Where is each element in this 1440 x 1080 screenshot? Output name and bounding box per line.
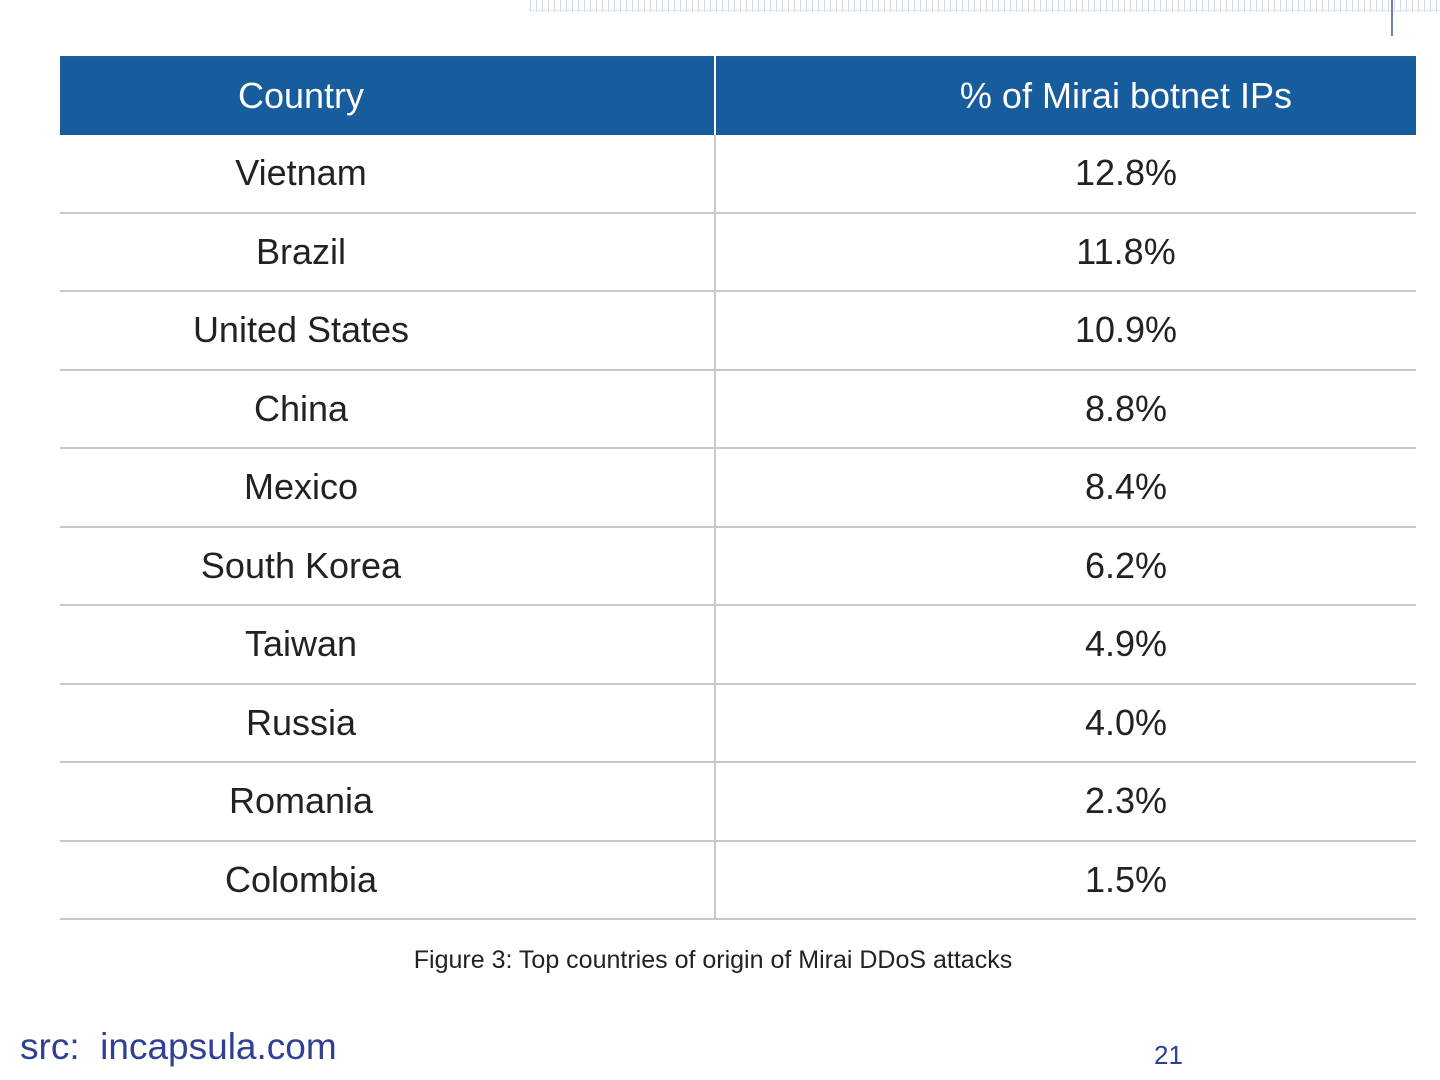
table-body: Vietnam 12.8% Brazil 11.8% United States 10.9… [60, 135, 1416, 920]
table-row: United States 10.9% [60, 291, 1416, 371]
cell-country: China [60, 369, 716, 449]
cell-percent: 2.3% [715, 762, 1416, 842]
cell-country: Romania [60, 762, 716, 842]
source-credit: src: incapsula.com [20, 1026, 337, 1067]
mirai-table-container: Country % of Mirai botnet IPs Vietnam 12.… [60, 56, 1416, 920]
cell-percent: 8.8% [715, 369, 1416, 449]
cell-percent: 10.9% [715, 291, 1416, 371]
table-row: China 8.8% [60, 369, 1416, 449]
column-header-percent: % of Mirai botnet IPs [715, 56, 1416, 135]
cell-country: Taiwan [60, 605, 716, 685]
cell-percent: 4.0% [715, 683, 1416, 763]
table-row: Russia 4.0% [60, 683, 1416, 763]
cell-country: Colombia [60, 840, 716, 920]
cell-percent: 4.9% [715, 605, 1416, 685]
table-row: Vietnam 12.8% [60, 135, 1416, 214]
cell-country: South Korea [60, 526, 716, 606]
cell-percent: 1.5% [715, 840, 1416, 920]
cell-country: United States [60, 291, 716, 371]
mirai-countries-table: Country % of Mirai botnet IPs Vietnam 12.… [60, 56, 1416, 920]
table-row: Romania 2.3% [60, 762, 1416, 842]
figure-caption: Figure 3: Top countries of origin of Mir… [413, 946, 1013, 974]
table-row: South Korea 6.2% [60, 526, 1416, 606]
cell-country: Vietnam [60, 135, 716, 214]
cell-percent: 12.8% [715, 135, 1416, 214]
table-row: Brazil 11.8% [60, 212, 1416, 292]
table-row: Colombia 1.5% [60, 840, 1416, 920]
cell-percent: 11.8% [715, 212, 1416, 292]
cell-country: Brazil [60, 212, 716, 292]
table-row: Mexico 8.4% [60, 448, 1416, 528]
cell-country: Mexico [60, 448, 716, 528]
cell-percent: 8.4% [715, 448, 1416, 528]
column-header-country: Country [60, 56, 716, 135]
cell-country: Russia [60, 683, 716, 763]
top-decorative-pattern [530, 0, 1440, 12]
table-header-row: Country % of Mirai botnet IPs [60, 56, 1416, 135]
page-number: 21 [1154, 1040, 1183, 1070]
cell-percent: 6.2% [715, 526, 1416, 606]
corner-tick-line [1391, 0, 1393, 36]
table-row: Taiwan 4.9% [60, 605, 1416, 685]
